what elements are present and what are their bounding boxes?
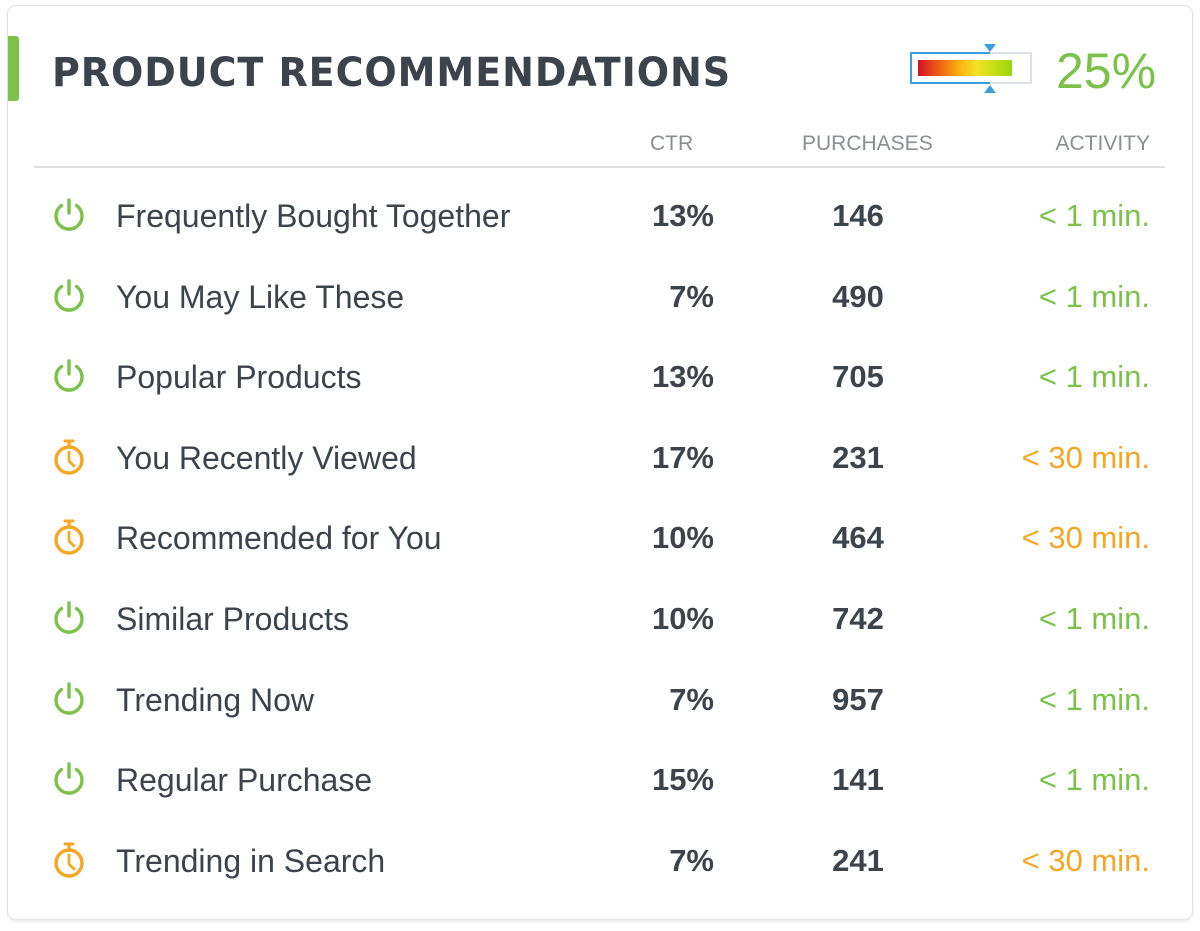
stopwatch-icon xyxy=(50,518,88,556)
meter-marker-top-icon xyxy=(984,44,996,52)
row-activity: < 1 min. xyxy=(1038,601,1150,636)
row-name: Recommended for You xyxy=(116,520,442,557)
row-activity: < 30 min. xyxy=(1021,842,1150,878)
power-icon xyxy=(50,277,88,315)
power-icon xyxy=(50,760,88,798)
row-activity: < 30 min. xyxy=(1021,439,1150,475)
product-recommendations-card: PRODUCT RECOMMENDATIONS 25% CTR PURCHASE… xyxy=(8,6,1192,919)
row-name: Trending in Search xyxy=(116,842,386,879)
widget-title: PRODUCT RECOMMENDATIONS xyxy=(52,50,732,96)
row-ctr: 10% xyxy=(651,601,714,636)
meter-gradient-fill xyxy=(918,60,1012,76)
stopwatch-icon xyxy=(50,841,88,879)
row-purchases: 464 xyxy=(832,520,884,556)
table-row[interactable]: Frequently Bought Together 13% 146 < 1 min. xyxy=(8,198,1192,278)
row-ctr: 7% xyxy=(669,842,714,878)
power-icon xyxy=(50,599,88,637)
table-row[interactable]: Recommended for You 10% 464 < 30 min. xyxy=(8,518,1192,600)
row-purchases: 241 xyxy=(832,842,884,878)
table-row[interactable]: You Recently Viewed 17% 231 < 30 min. xyxy=(8,438,1192,520)
row-activity: < 1 min. xyxy=(1038,762,1150,798)
meter-progress-outline xyxy=(910,52,990,84)
row-activity: < 1 min. xyxy=(1038,198,1150,233)
row-ctr: 13% xyxy=(651,198,714,233)
meter-percentage: 25% xyxy=(1056,43,1157,99)
power-icon xyxy=(50,680,88,718)
table-row[interactable]: Popular Products 13% 705 < 1 min. xyxy=(8,359,1192,439)
meter-marker-bottom-icon xyxy=(984,85,996,93)
row-purchases: 141 xyxy=(832,762,884,798)
row-ctr: 7% xyxy=(669,278,714,314)
row-name: You May Like These xyxy=(116,278,405,315)
table-row[interactable]: Trending in Search 7% 241 < 30 min. xyxy=(8,841,1192,923)
table-row[interactable]: Regular Purchase 15% 141 < 1 min. xyxy=(8,762,1192,842)
performance-meter xyxy=(910,44,1032,93)
column-header-ctr: CTR xyxy=(650,132,694,155)
row-activity: < 1 min. xyxy=(1038,359,1150,395)
row-name: Frequently Bought Together xyxy=(116,198,511,234)
row-ctr: 17% xyxy=(651,439,714,475)
row-activity: < 1 min. xyxy=(1038,681,1150,717)
row-name: Regular Purchase xyxy=(116,762,373,799)
row-ctr: 7% xyxy=(669,681,714,717)
row-ctr: 15% xyxy=(651,762,714,798)
accent-bar xyxy=(8,36,19,101)
row-name: Popular Products xyxy=(116,359,362,396)
table-row[interactable]: You May Like These 7% 490 < 1 min. xyxy=(8,279,1192,359)
table-row[interactable]: Similar Products 10% 742 < 1 min. xyxy=(8,601,1192,681)
stopwatch-icon xyxy=(50,438,88,476)
row-name: Trending Now xyxy=(116,681,315,718)
column-header-purchases: PURCHASES xyxy=(802,132,933,155)
row-name: You Recently Viewed xyxy=(116,439,417,476)
header-divider xyxy=(34,166,1165,168)
table-row[interactable]: Trending Now 7% 957 < 1 min. xyxy=(8,682,1192,762)
column-header-activity: ACTIVITY xyxy=(1055,132,1150,155)
row-purchases: 705 xyxy=(832,359,884,395)
row-purchases: 957 xyxy=(832,681,884,717)
power-icon xyxy=(50,357,88,395)
row-ctr: 13% xyxy=(651,359,714,395)
row-purchases: 231 xyxy=(832,439,884,475)
power-icon xyxy=(50,196,88,234)
row-name: Similar Products xyxy=(116,601,349,637)
row-ctr: 10% xyxy=(651,520,714,556)
row-purchases: 146 xyxy=(832,198,884,233)
row-activity: < 1 min. xyxy=(1038,278,1150,314)
row-purchases: 490 xyxy=(832,278,884,314)
row-purchases: 742 xyxy=(832,601,884,636)
row-activity: < 30 min. xyxy=(1021,520,1150,556)
